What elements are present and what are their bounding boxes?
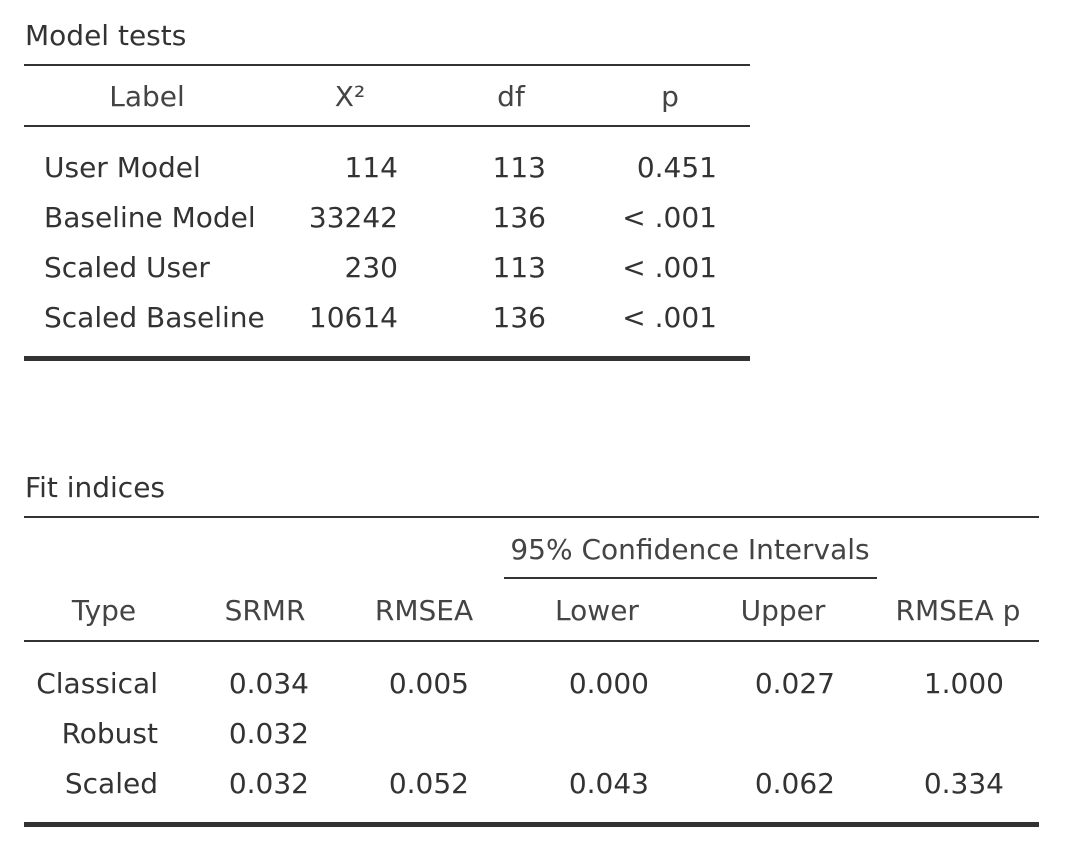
- row-p: < .001: [622, 301, 717, 334]
- header-type: Type: [71, 594, 137, 627]
- fit-indices-header-rule: [24, 640, 1039, 642]
- fit-indices-title: Fit indices: [25, 471, 166, 504]
- row-p: < .001: [622, 201, 717, 234]
- row-rmsea-p: 1.000: [923, 667, 1004, 700]
- row-p: 0.451: [636, 151, 717, 184]
- header-srmr: SRMR: [224, 594, 306, 627]
- model-tests-title: Model tests: [25, 19, 187, 52]
- row-chi-square: 114: [344, 151, 398, 184]
- header-rmsea: RMSEA: [374, 594, 474, 627]
- header-upper: Upper: [740, 594, 826, 627]
- row-chi-square: 10614: [308, 301, 398, 334]
- row-lower: 0.000: [568, 667, 649, 700]
- row-label: User Model: [44, 151, 201, 184]
- header-label: Label: [109, 80, 185, 113]
- row-type: Scaled: [64, 767, 158, 800]
- confidence-intervals-group-header: 95% Confidence Intervals: [510, 533, 870, 566]
- row-label: Scaled Baseline: [44, 301, 265, 334]
- row-df: 113: [492, 151, 546, 184]
- header-lower: Lower: [555, 594, 639, 627]
- row-upper: 0.027: [754, 667, 835, 700]
- fit-indices-bottom-rule: [24, 822, 1039, 827]
- row-srmr: 0.032: [228, 767, 309, 800]
- row-chi-square: 33242: [308, 201, 398, 234]
- row-df: 113: [492, 251, 546, 284]
- row-label: Scaled User: [44, 251, 210, 284]
- model-tests-bottom-rule: [24, 356, 750, 361]
- row-type: Robust: [61, 717, 158, 750]
- row-label: Baseline Model: [44, 201, 256, 234]
- header-df: df: [497, 80, 525, 113]
- header-p: p: [661, 80, 679, 113]
- row-srmr: 0.034: [228, 667, 309, 700]
- row-lower: 0.043: [568, 767, 649, 800]
- row-type: Classical: [36, 667, 158, 700]
- row-rmsea: 0.005: [388, 667, 469, 700]
- row-df: 136: [492, 301, 546, 334]
- fit-indices-top-rule: [24, 516, 1039, 518]
- header-rmsea-p: RMSEA p: [895, 594, 1021, 627]
- row-rmsea: 0.052: [388, 767, 469, 800]
- row-upper: 0.062: [754, 767, 835, 800]
- row-srmr: 0.032: [228, 717, 309, 750]
- row-df: 136: [492, 201, 546, 234]
- model-tests-top-rule: [24, 64, 750, 66]
- row-chi-square: 230: [344, 251, 398, 284]
- row-p: < .001: [622, 251, 717, 284]
- row-rmsea-p: 0.334: [923, 767, 1004, 800]
- header-chi-square: X²: [334, 80, 366, 113]
- confidence-intervals-group-rule: [504, 577, 877, 579]
- model-tests-header-rule: [24, 125, 750, 127]
